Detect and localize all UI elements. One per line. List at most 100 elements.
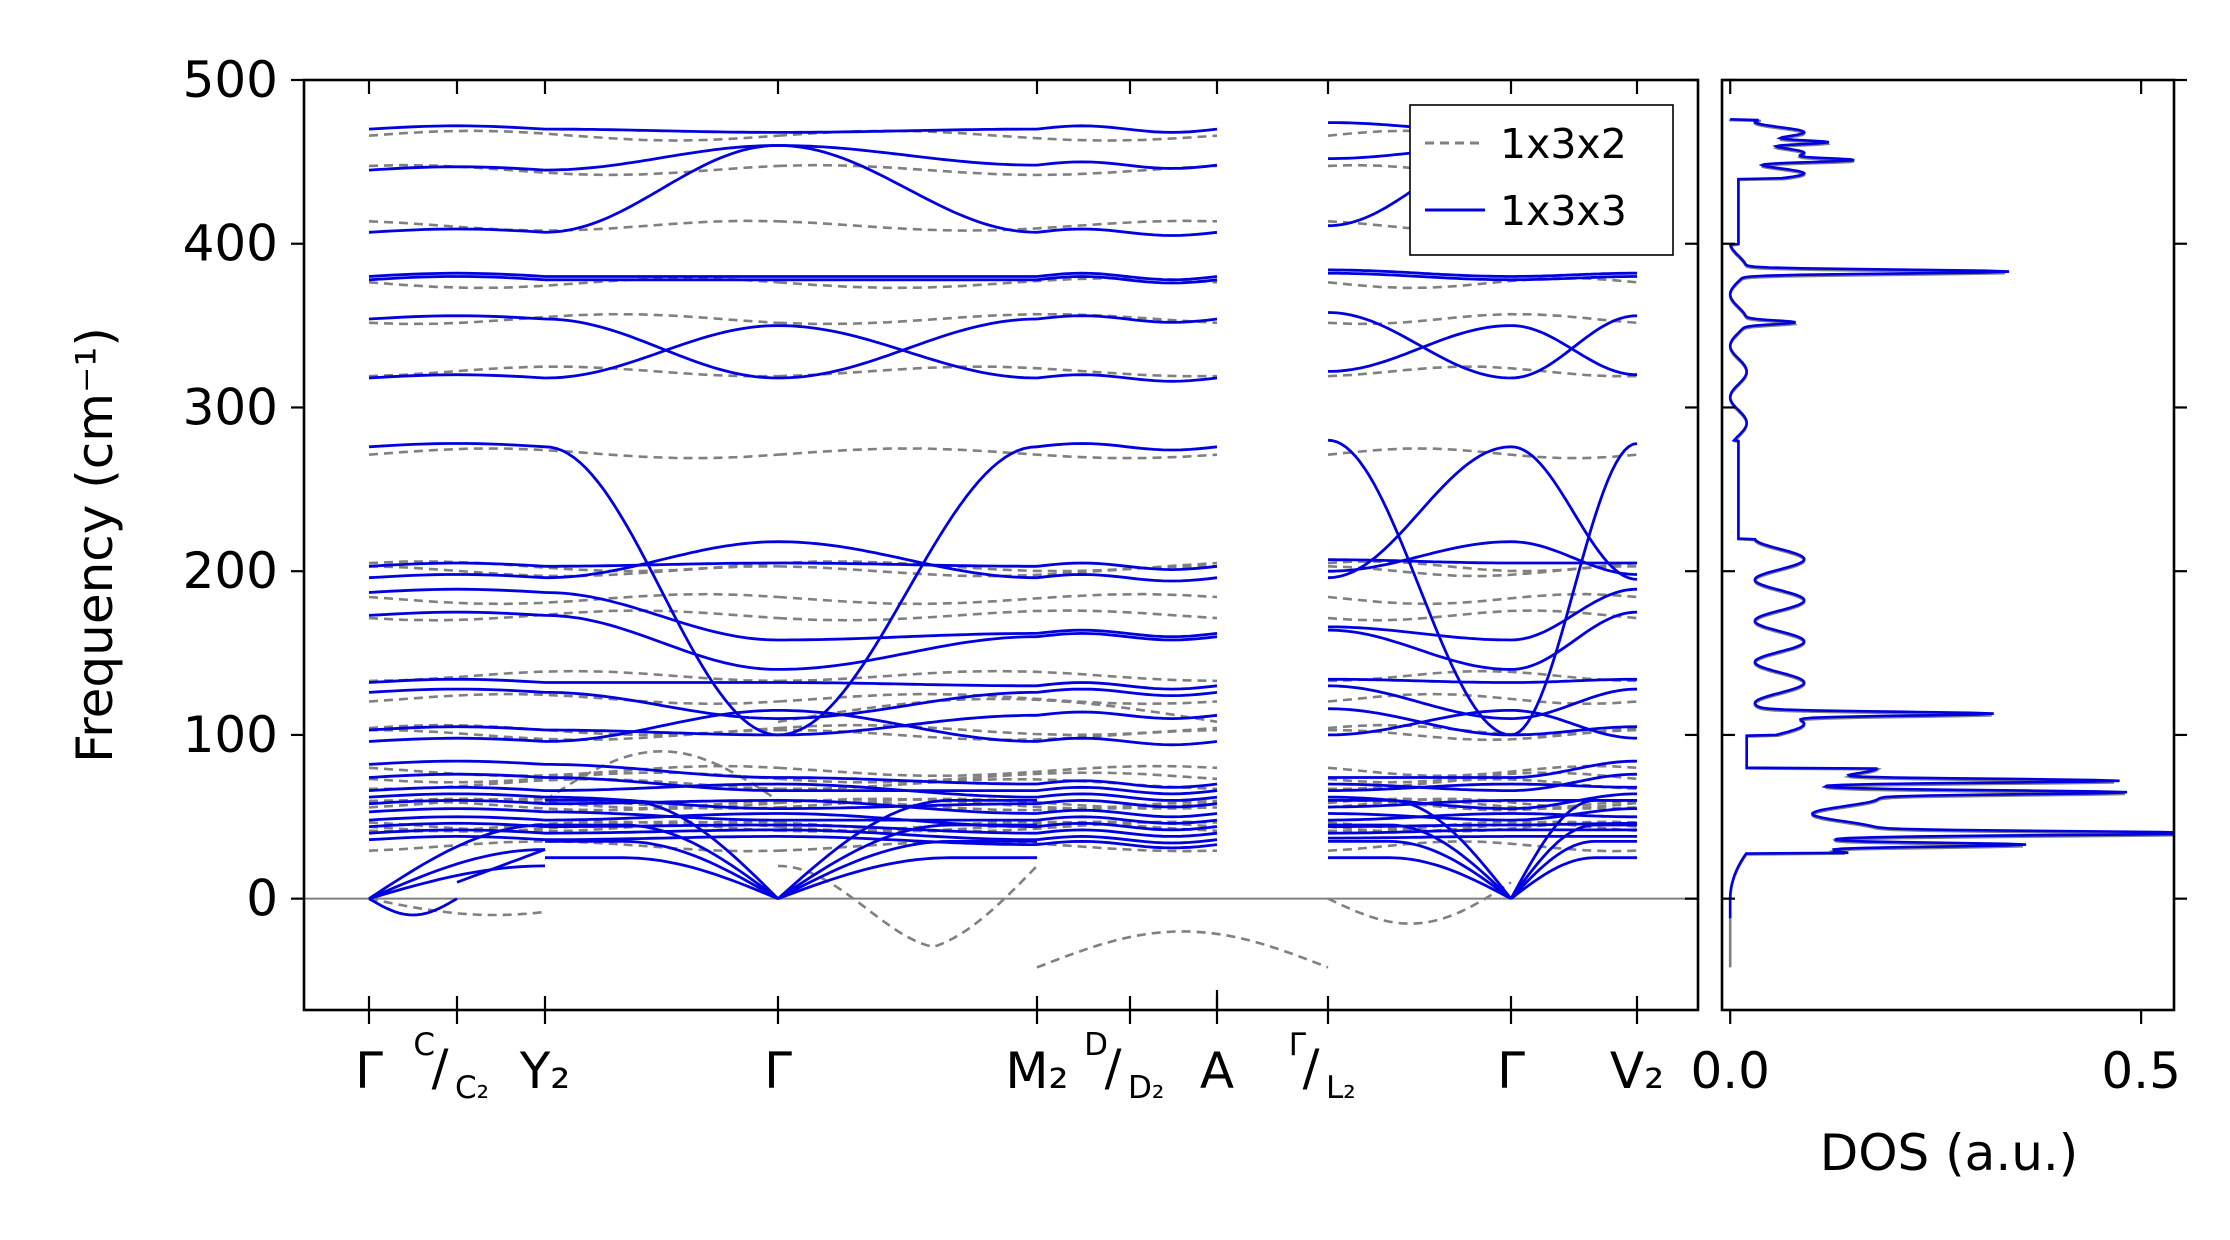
band-curve-1x3x3 xyxy=(1327,628,1511,671)
band-curve-1x3x3 xyxy=(1510,540,1638,576)
band-curve-1x3x2 xyxy=(777,312,1218,326)
band-curve-1x3x3 xyxy=(1036,687,1218,697)
band-curve-1x3x3 xyxy=(368,759,546,766)
band-curve-1x3x2 xyxy=(777,697,1218,724)
band-curve-1x3x3 xyxy=(778,823,1037,835)
band-curve-1x3x3 xyxy=(368,815,546,822)
band-curve-1x3x3 xyxy=(778,144,1037,167)
band-curve-1x3x2 xyxy=(777,728,1218,742)
band-curve-1x3x2 xyxy=(368,764,779,778)
band-curve-1x3x3 xyxy=(545,728,778,737)
band-curve-1x3x3 xyxy=(368,227,546,234)
band-curve-1x3x3 xyxy=(1328,268,1511,278)
band-curve-1x3x2 xyxy=(368,820,779,833)
band-curve-1x3x3 xyxy=(1036,710,1218,720)
band-curve-1x3x3 xyxy=(1511,709,1638,740)
band-curve-1x3x3 xyxy=(368,687,546,694)
band-curve-1x3x2 xyxy=(777,129,1218,142)
k-label-bottom: C₂ xyxy=(455,1070,489,1106)
band-curve-1x3x3 xyxy=(1036,840,1218,850)
band-curve-1x3x3 xyxy=(368,772,546,779)
band-curve-1x3x3 xyxy=(1036,785,1218,796)
band-curve-1x3x3 xyxy=(544,445,779,737)
band-curve-1x3x2 xyxy=(368,728,779,742)
band-curve-1x3x2 xyxy=(1327,881,1512,925)
band-curve-1x3x3 xyxy=(1328,799,1511,809)
band-curve-1x3x3 xyxy=(1036,227,1218,237)
band-curve-1x3x3 xyxy=(1036,124,1218,134)
band-curve-1x3x3 xyxy=(544,144,778,172)
band-curve-1x3x3 xyxy=(777,324,1038,380)
band-curve-1x3x3 xyxy=(1328,324,1512,373)
band-curve-1x3x3 xyxy=(1036,373,1218,383)
dos-curve-1x3x3 xyxy=(1728,118,2174,919)
k-label-slash: / xyxy=(432,1039,449,1097)
band-curve-1x3x3 xyxy=(456,848,546,884)
band-curve-1x3x3 xyxy=(1036,835,1218,845)
band-curve-1x3x2 xyxy=(1327,609,1638,622)
band-curve-1x3x3 xyxy=(1510,445,1638,581)
band-curve-1x3x3 xyxy=(1036,573,1218,583)
band-curve-1x3x3 xyxy=(368,561,546,568)
band-curve-1x3x3 xyxy=(545,840,779,900)
band-curve-1x3x2 xyxy=(777,219,1218,232)
band-curve-1x3x3 xyxy=(368,799,546,806)
band-curve-1x3x3 xyxy=(368,314,546,321)
band-curve-1x3x3 xyxy=(544,709,778,743)
band-curve-1x3x3 xyxy=(1510,687,1638,720)
band-curve-1x3x3 xyxy=(778,561,1037,568)
band-curve-1x3x2 xyxy=(777,447,1218,460)
band-curve-1x3x3 xyxy=(544,591,779,642)
y-tick-label: 500 xyxy=(183,51,278,109)
dos-axes: 0.0 0.5 xyxy=(1690,78,2187,1100)
band-curve-1x3x2 xyxy=(1327,728,1638,742)
band-curve-1x3x3 xyxy=(1036,681,1218,691)
band-curve-1x3x3 xyxy=(1036,799,1218,809)
band-curve-1x3x3 xyxy=(1510,782,1637,789)
y-tick-label: 100 xyxy=(183,706,278,764)
band-curve-1x3x3 xyxy=(1328,856,1512,900)
band-curve-1x3x3 xyxy=(545,823,778,828)
band-curve-1x3x3 xyxy=(368,823,546,900)
band-curve-1x3x3 xyxy=(1510,324,1638,377)
band-curve-1x3x3 xyxy=(1511,772,1638,792)
band-curve-1x3x2 xyxy=(1036,930,1329,969)
band-curve-1x3x2 xyxy=(368,312,779,326)
band-curve-1x3x3 xyxy=(1328,271,1512,282)
band-curve-1x3x3 xyxy=(1510,275,1637,282)
band-curve-1x3x2 xyxy=(368,840,779,853)
band-curve-1x3x3 xyxy=(545,812,778,822)
band-curve-1x3x3 xyxy=(1036,792,1218,802)
y-tick-label: 300 xyxy=(183,378,278,436)
band-curve-1x3x3 xyxy=(1510,587,1638,642)
legend-label-1x3x2: 1x3x2 xyxy=(1500,120,1627,168)
band-curve-1x3x3 xyxy=(545,691,779,720)
band-curve-1x3x3 xyxy=(368,271,546,278)
band-curve-1x3x3 xyxy=(368,442,546,449)
band-curve-1x3x3 xyxy=(1327,445,1512,580)
band-curve-1x3x3 xyxy=(545,561,778,568)
band-curve-1x3x2 xyxy=(1327,592,1638,606)
band-curve-1x3x3 xyxy=(777,317,1038,380)
k-label-top: D xyxy=(1084,1027,1108,1063)
band-curve-1x3x3 xyxy=(777,799,1037,900)
band-curve-1x3x3 xyxy=(368,897,458,917)
band-curve-1x3x3 xyxy=(368,864,546,901)
band-curve-1x3x3 xyxy=(778,635,1037,671)
band-curve-1x3x3 xyxy=(1328,709,1511,737)
band-curve-1x3x3 xyxy=(1327,311,1512,380)
band-curve-1x3x3 xyxy=(778,709,1038,743)
band-curve-1x3x3 xyxy=(1036,808,1218,819)
band-curve-1x3x3 xyxy=(545,540,779,580)
y-tick-label: 400 xyxy=(183,215,278,273)
band-curve-1x3x3 xyxy=(1036,628,1218,639)
band-curve-1x3x3 xyxy=(1328,625,1512,642)
band-curve-1x3x2 xyxy=(1327,447,1638,460)
band-curve-1x3x2 xyxy=(777,592,1218,606)
band-curve-1x3x2 xyxy=(777,163,1218,177)
dos-curve-1x3x2 xyxy=(1728,118,2174,968)
k-label: M₂ xyxy=(1005,1042,1068,1100)
band-curve-1x3x3 xyxy=(777,823,1037,900)
